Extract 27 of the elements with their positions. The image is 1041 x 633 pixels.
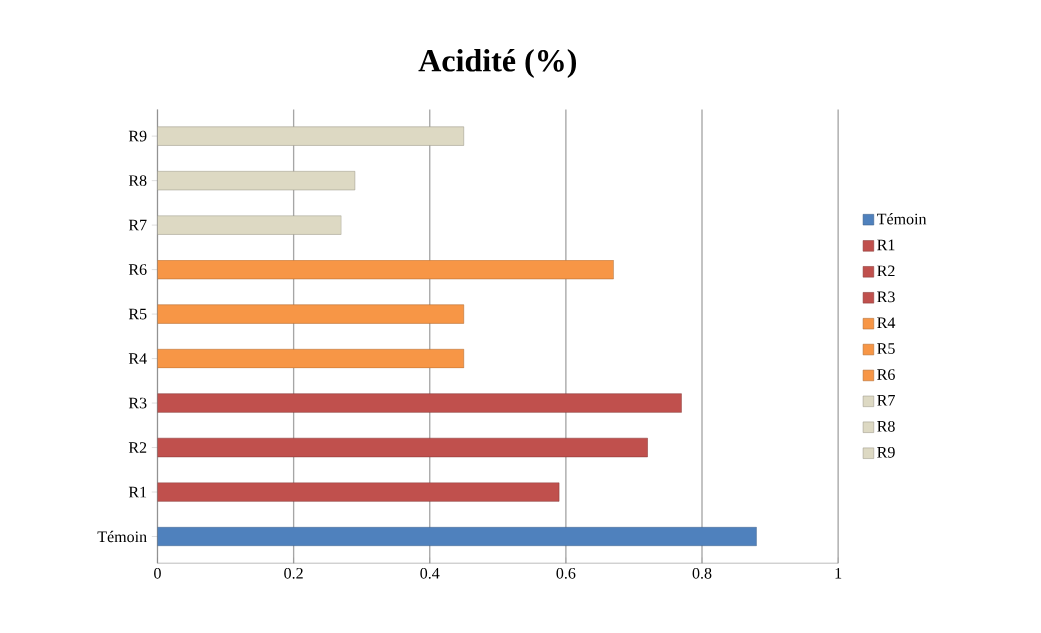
chart-title: Acidité (%) <box>418 49 577 79</box>
y-tick-label: R5 <box>128 308 147 320</box>
y-tick-label: Témoin <box>97 531 147 543</box>
legend-label: R4 <box>877 317 896 329</box>
x-tick-label: 0.8 <box>692 568 712 579</box>
y-tick-label: R6 <box>128 264 147 276</box>
legend-label: R2 <box>877 265 895 277</box>
y-tick-label: R4 <box>128 353 147 365</box>
y-tick-label: R9 <box>128 130 147 142</box>
x-tick-label: 0.6 <box>556 568 576 579</box>
x-tick-label: 0 <box>154 568 161 579</box>
x-tick-label: 1 <box>835 568 842 579</box>
legend-label: R7 <box>877 395 895 406</box>
legend-label: R6 <box>877 369 895 381</box>
y-tick-label: R8 <box>128 175 147 187</box>
y-tick-label: R2 <box>128 442 147 454</box>
legend-label: R9 <box>877 447 895 458</box>
y-tick-label: R3 <box>128 397 147 409</box>
legend-label: Témoin <box>877 213 927 225</box>
y-tick-label: R1 <box>128 486 147 498</box>
x-tick-label: 0.2 <box>284 568 303 579</box>
legend-label: R8 <box>877 421 895 432</box>
legend-label: R3 <box>877 291 895 303</box>
x-tick-label: 0.4 <box>420 568 440 579</box>
y-tick-label: R7 <box>128 220 147 231</box>
legend-label: R1 <box>877 239 895 251</box>
legend-label: R5 <box>877 343 895 355</box>
